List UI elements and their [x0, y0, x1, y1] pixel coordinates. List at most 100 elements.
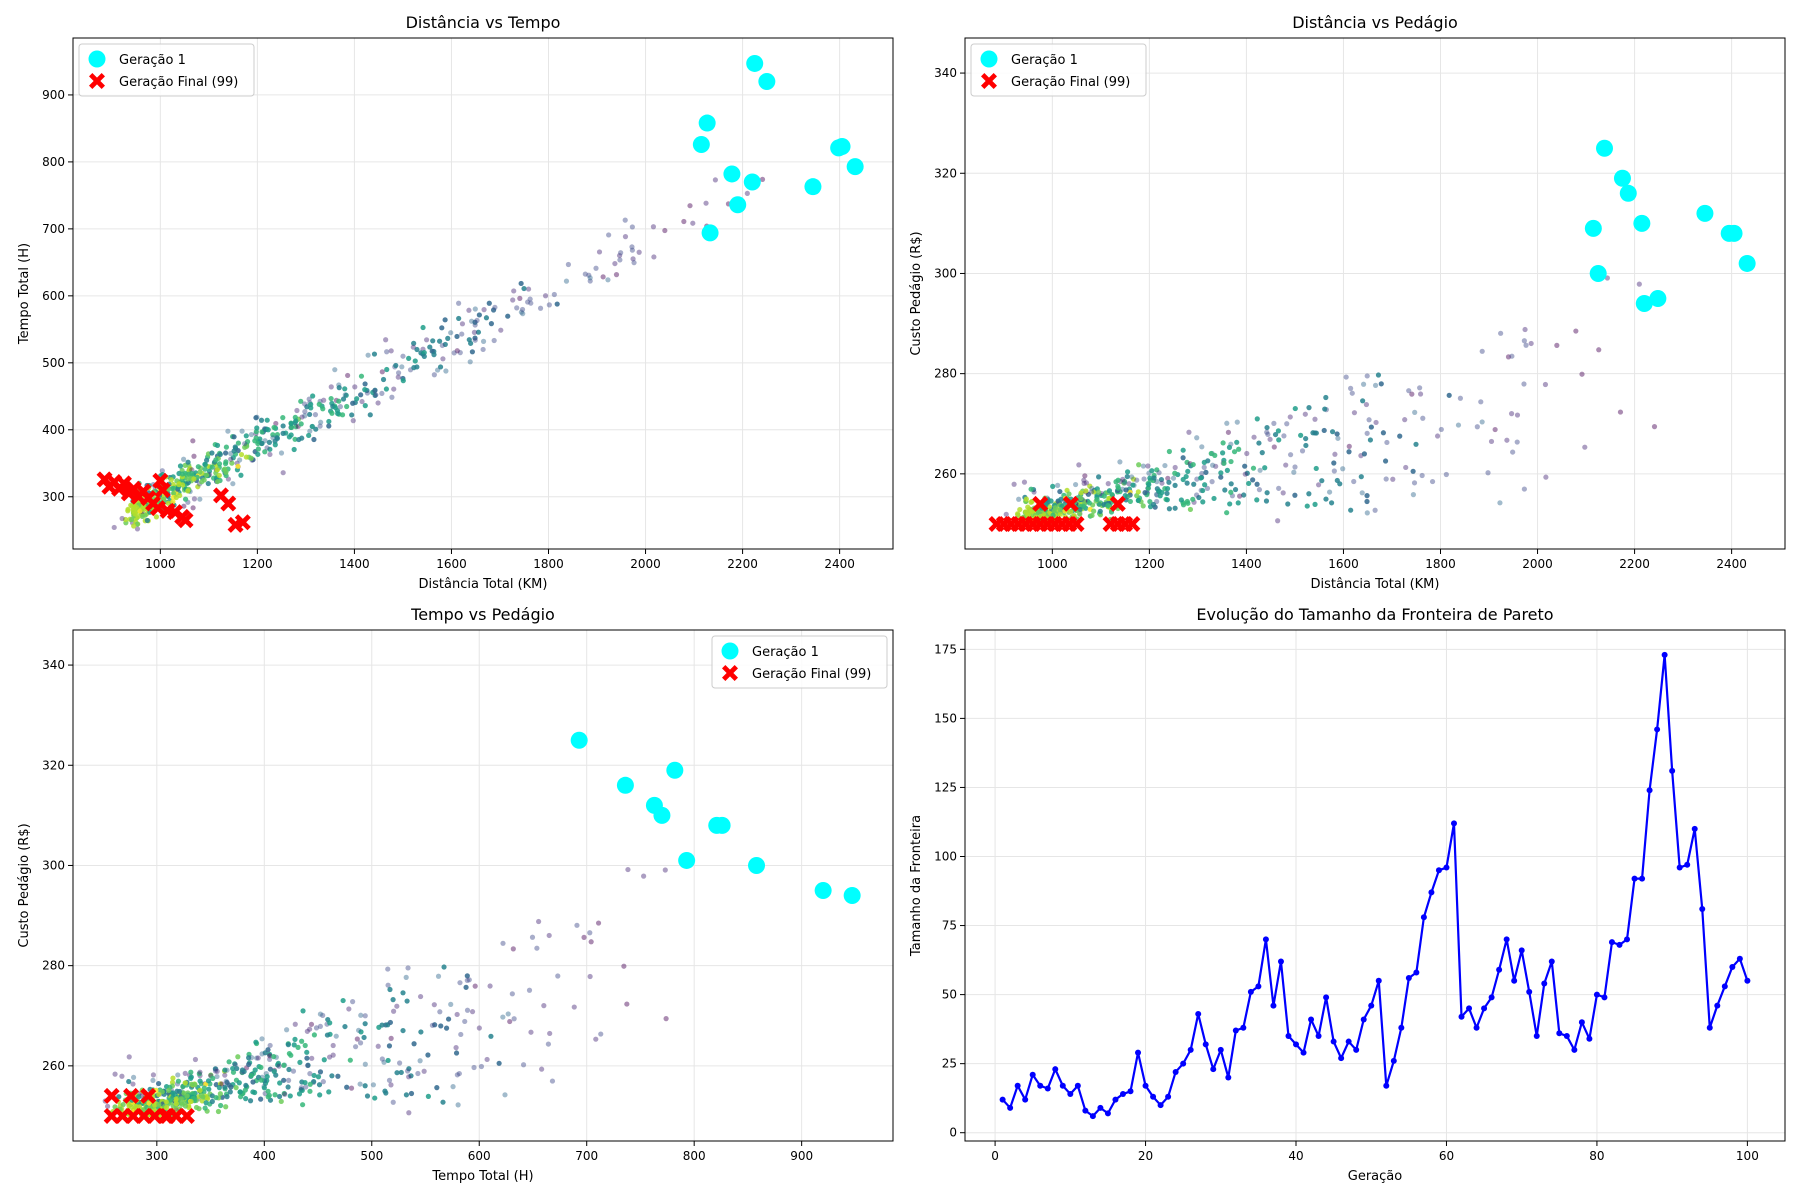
- chart-title: Distância vs Tempo: [406, 13, 561, 32]
- gen1-point: [729, 196, 747, 214]
- population-point: [182, 1070, 188, 1076]
- population-point: [534, 945, 540, 951]
- population-point: [235, 1054, 241, 1060]
- population-point: [1321, 427, 1327, 434]
- final-point: [103, 1087, 120, 1104]
- population-point: [500, 940, 506, 946]
- population-point: [1101, 493, 1107, 499]
- population-point: [1315, 482, 1322, 488]
- population-point: [1213, 463, 1219, 469]
- population-point: [1403, 464, 1409, 471]
- population-point: [181, 456, 187, 462]
- population-point: [276, 1063, 282, 1069]
- population-point: [468, 340, 474, 346]
- population-point: [259, 440, 265, 446]
- x-tick-label: 700: [575, 1149, 598, 1163]
- population-point: [159, 468, 165, 474]
- population-point: [1209, 479, 1215, 485]
- population-point: [275, 1062, 281, 1068]
- pareto-size-point: [1210, 1066, 1217, 1073]
- population-point: [111, 524, 117, 531]
- population-point: [318, 419, 324, 425]
- population-point: [1485, 470, 1491, 476]
- population-point: [280, 470, 286, 476]
- population-point: [1287, 452, 1294, 458]
- population-point: [539, 1066, 545, 1072]
- population-point: [606, 232, 612, 238]
- gen1-point: [1613, 169, 1631, 187]
- population-point: [1271, 420, 1277, 426]
- population-point: [343, 392, 349, 398]
- population-point: [163, 1104, 170, 1111]
- pareto-size-point: [1180, 1060, 1187, 1067]
- population-point: [1596, 347, 1602, 353]
- pareto-size-point: [1285, 1033, 1292, 1040]
- series-geracao-1: [692, 54, 864, 242]
- population-point: [1457, 395, 1463, 401]
- population-point: [270, 435, 276, 441]
- population-point: [624, 1001, 630, 1007]
- population-point: [308, 401, 314, 407]
- population-point: [381, 1059, 387, 1065]
- population-point: [1227, 501, 1233, 507]
- population-point: [1016, 496, 1022, 502]
- population-point: [703, 200, 709, 206]
- population-point: [431, 1002, 437, 1008]
- population-point: [1180, 447, 1186, 453]
- population-point: [231, 434, 237, 440]
- population-point: [417, 993, 424, 1000]
- population-point: [400, 1027, 406, 1034]
- pareto-size-point: [1195, 1010, 1202, 1017]
- population-point: [1194, 492, 1200, 498]
- population-point: [230, 481, 236, 487]
- y-tick-label: 300: [934, 266, 957, 280]
- population-point: [198, 1092, 204, 1099]
- population-point: [197, 469, 203, 475]
- population-point: [1367, 437, 1374, 443]
- population-point: [332, 404, 338, 411]
- population-point: [505, 1011, 511, 1017]
- population-point: [483, 315, 490, 321]
- population-point: [358, 373, 365, 379]
- y-tick-label: 340: [934, 66, 957, 80]
- population-point: [150, 1072, 157, 1078]
- population-point: [235, 440, 242, 446]
- population-point: [1380, 430, 1387, 436]
- pareto-size-point: [1631, 875, 1638, 882]
- population-point: [306, 432, 312, 439]
- population-point: [254, 1055, 260, 1061]
- population-point: [1166, 506, 1172, 512]
- population-point: [662, 227, 668, 234]
- population-point: [246, 1055, 252, 1061]
- population-point: [1360, 381, 1367, 387]
- population-point: [1438, 426, 1444, 433]
- population-point: [1194, 435, 1200, 441]
- population-point: [394, 1070, 400, 1076]
- population-point: [309, 423, 315, 430]
- population-point: [1083, 488, 1089, 494]
- population-point: [1510, 449, 1516, 455]
- population-point: [1011, 481, 1017, 487]
- population-point: [1455, 422, 1462, 428]
- population-point: [1162, 462, 1168, 469]
- population-point: [1117, 459, 1123, 465]
- population-point: [242, 444, 248, 450]
- x-tick-label: 900: [790, 1149, 813, 1163]
- population-point: [224, 1094, 230, 1100]
- pareto-size-point: [1405, 975, 1412, 982]
- population-point: [1478, 399, 1484, 405]
- population-point: [288, 424, 295, 430]
- pareto-size-point: [1541, 980, 1548, 987]
- population-point: [119, 1073, 125, 1079]
- population-point: [258, 1096, 264, 1102]
- population-point: [1284, 421, 1290, 427]
- population-point: [1224, 510, 1230, 516]
- population-point: [321, 397, 327, 403]
- population-point: [1235, 500, 1241, 506]
- population-point: [303, 1084, 309, 1090]
- population-point: [349, 412, 355, 418]
- population-point: [1003, 511, 1009, 517]
- population-point: [386, 1077, 393, 1083]
- axes-frame: [964, 37, 1786, 550]
- population-point: [1254, 416, 1260, 422]
